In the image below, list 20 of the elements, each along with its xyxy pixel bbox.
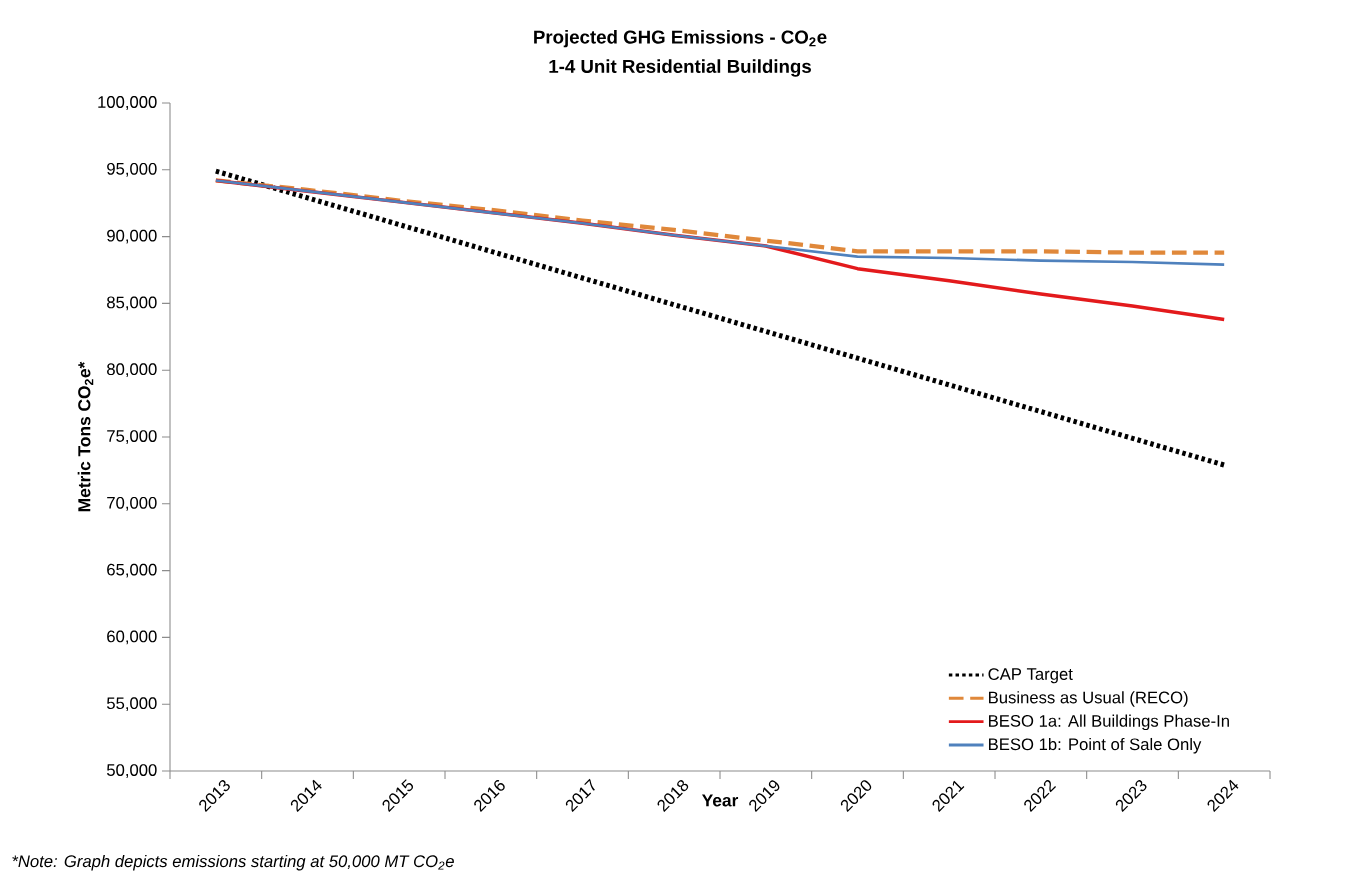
y-tick-label: 60,000 <box>107 630 157 645</box>
y-tick-label: 100,000 <box>98 96 157 110</box>
y-tick-label: 80,000 <box>107 363 157 378</box>
y-tick-label: 90,000 <box>107 229 157 244</box>
y-tick-label: 95,000 <box>107 162 157 177</box>
chart-title: Projected GHG Emissions - CO$_{2}$e <box>534 29 827 48</box>
y-axis-title: Metric Tons CO$_{2}$e* <box>77 361 94 512</box>
y-tick-label: 65,000 <box>107 563 157 578</box>
legend-label: BESO 1a: All Buildings Phase-In <box>989 714 1229 731</box>
legend-label: Business as Usual (RECO) <box>989 691 1188 707</box>
x-axis-title: Year <box>701 794 739 807</box>
text: *Note: Graph depicts emissions starting at 50,000 MT CO$_{2}$e <box>12 854 454 871</box>
y-tick-label: 50,000 <box>106 764 157 778</box>
chart-subtitle: 1-4 Unit Residential Buildings <box>549 59 811 77</box>
y-tick-label: 75,000 <box>107 430 157 444</box>
y-tick-label: 70,000 <box>107 496 157 511</box>
legend-label: BESO 1b: Point of Sale Only <box>989 737 1202 754</box>
y-tick-label: 55,000 <box>106 697 157 712</box>
y-tick-label: 85,000 <box>107 296 157 311</box>
legend-label: CAP Target <box>988 668 1073 684</box>
